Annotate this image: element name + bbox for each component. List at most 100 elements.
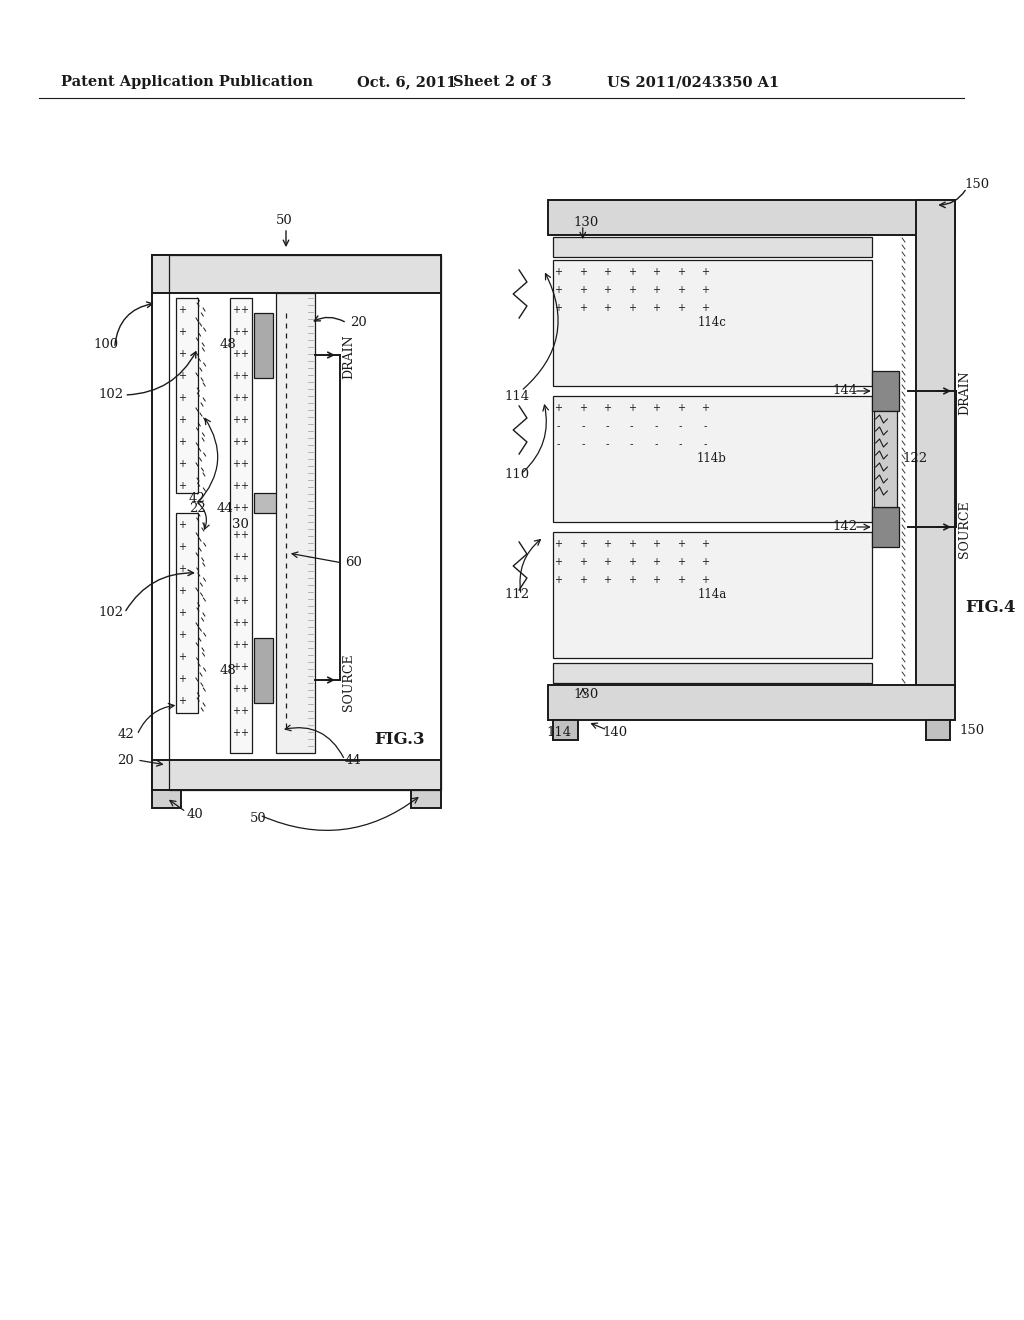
Text: 114: 114: [505, 389, 529, 403]
Text: Oct. 6, 2011: Oct. 6, 2011: [357, 75, 457, 88]
Polygon shape: [553, 260, 871, 385]
Text: +: +: [240, 552, 248, 562]
Text: +: +: [232, 597, 240, 606]
Text: -: -: [605, 440, 609, 449]
Text: +: +: [232, 574, 240, 583]
Text: +: +: [652, 267, 660, 277]
Text: US 2011/0243350 A1: US 2011/0243350 A1: [607, 75, 779, 88]
Text: +: +: [178, 327, 186, 337]
Text: +: +: [232, 393, 240, 403]
Text: 150: 150: [965, 178, 990, 191]
Text: 50: 50: [276, 214, 293, 227]
Text: +: +: [232, 480, 240, 491]
Text: Sheet 2 of 3: Sheet 2 of 3: [453, 75, 551, 88]
Text: +: +: [232, 684, 240, 694]
Text: 130: 130: [573, 689, 598, 701]
Text: +: +: [178, 652, 186, 663]
Polygon shape: [549, 201, 955, 235]
Text: +: +: [579, 576, 587, 585]
Text: +: +: [178, 348, 186, 359]
Text: -: -: [703, 440, 707, 449]
Text: +: +: [178, 393, 186, 403]
Text: -: -: [605, 421, 609, 432]
Text: -: -: [556, 421, 560, 432]
Text: +: +: [178, 586, 186, 597]
Text: +: +: [701, 403, 710, 413]
Text: +: +: [677, 267, 685, 277]
Polygon shape: [926, 719, 950, 741]
Text: +: +: [178, 305, 186, 315]
Text: +: +: [652, 557, 660, 568]
Text: +: +: [178, 630, 186, 640]
Text: -: -: [581, 440, 585, 449]
Text: -: -: [703, 421, 707, 432]
Text: +: +: [232, 371, 240, 381]
Text: +: +: [701, 539, 710, 549]
Text: +: +: [603, 304, 611, 313]
Text: +: +: [554, 557, 562, 568]
Text: +: +: [240, 327, 248, 337]
Polygon shape: [230, 298, 252, 752]
Text: +: +: [652, 576, 660, 585]
Text: 114b: 114b: [697, 453, 727, 466]
Text: +: +: [240, 640, 248, 649]
Text: +: +: [652, 403, 660, 413]
Text: +: +: [240, 371, 248, 381]
Text: 114c: 114c: [697, 317, 726, 330]
Text: +: +: [240, 437, 248, 447]
Polygon shape: [915, 201, 955, 690]
Text: -: -: [581, 421, 585, 432]
Text: +: +: [232, 706, 240, 715]
Text: +: +: [232, 729, 240, 738]
Text: 20: 20: [349, 317, 367, 330]
Text: 122: 122: [902, 453, 927, 466]
Text: 44: 44: [345, 754, 361, 767]
Text: +: +: [232, 640, 240, 649]
Text: +: +: [178, 437, 186, 447]
Text: +: +: [240, 459, 248, 469]
Text: +: +: [579, 285, 587, 294]
Text: +: +: [603, 539, 611, 549]
Text: +: +: [240, 305, 248, 315]
Text: +: +: [232, 552, 240, 562]
Text: +: +: [603, 576, 611, 585]
Text: 40: 40: [186, 808, 203, 821]
Text: +: +: [178, 371, 186, 381]
Text: +: +: [178, 520, 186, 531]
Polygon shape: [152, 789, 181, 808]
Text: +: +: [701, 304, 710, 313]
Text: -: -: [556, 440, 560, 449]
Text: SOURCE: SOURCE: [342, 653, 355, 710]
Text: 102: 102: [98, 388, 123, 401]
Text: +: +: [628, 285, 636, 294]
Text: +: +: [232, 327, 240, 337]
Text: 50: 50: [250, 812, 266, 825]
Text: +: +: [240, 503, 248, 513]
Text: +: +: [240, 531, 248, 540]
Text: +: +: [554, 576, 562, 585]
Text: +: +: [628, 539, 636, 549]
Text: +: +: [240, 729, 248, 738]
Text: +: +: [554, 539, 562, 549]
Text: +: +: [701, 285, 710, 294]
Text: +: +: [628, 576, 636, 585]
Text: +: +: [240, 480, 248, 491]
Text: +: +: [178, 543, 186, 552]
Polygon shape: [152, 255, 440, 293]
Text: +: +: [178, 675, 186, 684]
Text: +: +: [603, 557, 611, 568]
Text: +: +: [240, 597, 248, 606]
Text: +: +: [677, 576, 685, 585]
Text: +: +: [701, 576, 710, 585]
Text: 100: 100: [93, 338, 118, 351]
Text: 150: 150: [959, 723, 985, 737]
Text: +: +: [232, 503, 240, 513]
Text: +: +: [652, 304, 660, 313]
Polygon shape: [553, 238, 871, 257]
Text: +: +: [232, 618, 240, 628]
Text: +: +: [677, 557, 685, 568]
Polygon shape: [176, 298, 198, 492]
Text: FIG.4: FIG.4: [966, 598, 1016, 615]
Text: 22: 22: [189, 502, 206, 515]
Text: +: +: [701, 557, 710, 568]
